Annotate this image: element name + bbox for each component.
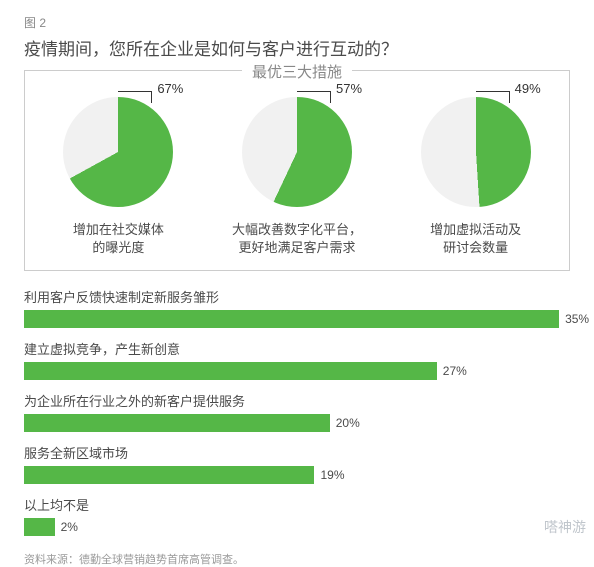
bar-track: 19% [24,466,570,484]
pie-chart [421,97,531,207]
pie-percent-label: 67% [157,81,183,96]
chart-title: 疫情期间，您所在企业是如何与客户进行互动的？ [24,35,570,60]
pie-row: 67% 增加在社交媒体 的曝光度 57% 大幅改善数字化平台， 更好地满足客户需… [29,97,565,256]
bar-track: 20% [24,414,570,432]
pie-caption: 大幅改善数字化平台， 更好地满足客户需求 [222,221,372,256]
bar-label: 为企业所在行业之外的新客户提供服务 [24,391,570,410]
bar-value: 19% [320,468,344,482]
bar-item: 服务全新区域市场 19% [24,443,570,484]
bar-item: 建立虚拟竞争，产生新创意 27% [24,339,570,380]
bar-track: 2% [24,518,570,536]
bar-value: 20% [336,416,360,430]
source-text: 资料来源：德勤全球营销趋势首席高管调查。 [24,551,570,567]
bar-value: 35% [565,312,589,326]
caption-line: 大幅改善数字化平台， [232,222,362,237]
bar-track: 35% [24,310,570,328]
figure-number: 图 2 [24,14,570,31]
pie-percent-label: 49% [515,81,541,96]
bar-item: 利用客户反馈快速制定新服务雏形 35% [24,287,570,328]
box-label: 最优三大措施 [242,61,352,82]
pie-cell: 57% 大幅改善数字化平台， 更好地满足客户需求 [208,97,387,256]
leader-line [476,91,510,103]
pie-caption: 增加在社交媒体 的曝光度 [43,221,193,256]
pie-caption: 增加虚拟活动及 研讨会数量 [401,221,551,256]
bar-item: 以上均不是 2% [24,495,570,536]
caption-line: 研讨会数量 [443,240,508,255]
leader-line [118,91,152,103]
bar-label: 服务全新区域市场 [24,443,570,462]
bar-fill [24,518,55,536]
bar-fill [24,310,559,328]
bar-value: 2% [61,520,78,534]
pie-percent-label: 57% [336,81,362,96]
pie-wrap: 49% [421,97,531,207]
caption-line: 增加在社交媒体 [73,222,164,237]
pie-chart [63,97,173,207]
bar-label: 建立虚拟竞争，产生新创意 [24,339,570,358]
caption-line: 的曝光度 [92,240,144,255]
bar-label: 利用客户反馈快速制定新服务雏形 [24,287,570,306]
pie-cell: 49% 增加虚拟活动及 研讨会数量 [386,97,565,256]
pie-cell: 67% 增加在社交媒体 的曝光度 [29,97,208,256]
watermark: 嗒神游 [544,517,586,537]
caption-line: 更好地满足客户需求 [238,240,355,255]
pie-wrap: 67% [63,97,173,207]
top-measures-box: 最优三大措施 67% 增加在社交媒体 的曝光度 57% 大幅改善数字化平台， 更… [24,70,570,271]
bar-value: 27% [443,364,467,378]
pie-chart [242,97,352,207]
pie-wrap: 57% [242,97,352,207]
bar-label: 以上均不是 [24,495,570,514]
caption-line: 增加虚拟活动及 [430,222,521,237]
bar-list: 利用客户反馈快速制定新服务雏形 35% 建立虚拟竞争，产生新创意 27% 为企业所在行业… [24,287,570,536]
bar-fill [24,466,314,484]
leader-line [297,91,331,103]
bar-track: 27% [24,362,570,380]
bar-fill [24,414,330,432]
bar-fill [24,362,437,380]
bar-item: 为企业所在行业之外的新客户提供服务 20% [24,391,570,432]
